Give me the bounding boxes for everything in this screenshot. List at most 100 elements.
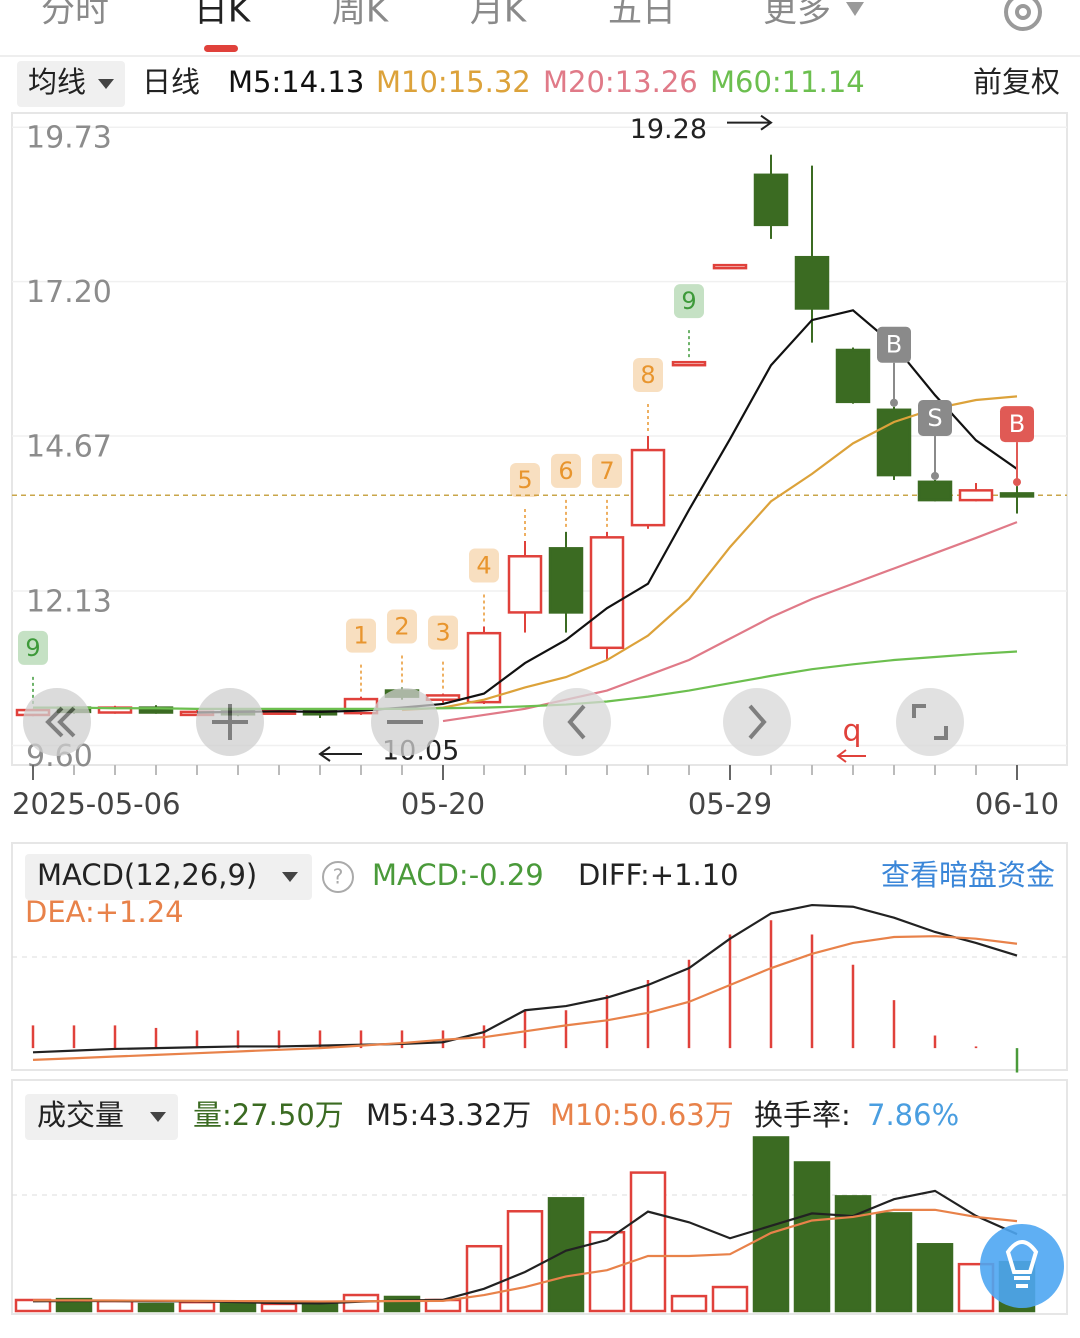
volume-bar — [137, 1302, 175, 1313]
macd-line — [32, 935, 1018, 1062]
signal-label: B — [886, 331, 902, 359]
volume-bar — [178, 1300, 216, 1313]
dark-pool-link[interactable]: 查看暗盘资金 — [881, 858, 1055, 892]
td-badge — [428, 615, 458, 650]
tab[interactable]: 分时 — [41, 0, 109, 31]
volume-bar — [875, 1212, 913, 1313]
candle-body — [917, 480, 953, 502]
assistant-button[interactable] — [980, 1224, 1064, 1308]
diff-readout: DIFF:+1.10 — [578, 858, 739, 892]
volume-bar — [219, 1302, 257, 1313]
signal-badge — [918, 399, 952, 436]
td-label: 9 — [25, 634, 40, 662]
ma-line — [401, 395, 1018, 712]
td-badge — [674, 284, 704, 319]
settings-icon[interactable] — [1004, 0, 1042, 31]
volume-bar — [711, 1285, 749, 1313]
td-badge — [633, 358, 663, 393]
td-label: 6 — [558, 457, 573, 485]
high-arrow — [727, 114, 773, 131]
fullscreen-button[interactable] — [896, 688, 964, 756]
help-icon-mark: ? — [333, 865, 344, 889]
icon — [912, 704, 948, 740]
tab[interactable]: 更多 — [763, 0, 831, 31]
td-badge — [510, 463, 540, 498]
signal-label: B — [1009, 410, 1025, 438]
volume-bar — [916, 1243, 954, 1313]
scroll-right-button[interactable] — [723, 688, 791, 756]
candle-body — [630, 448, 666, 527]
ma-legend: M10:15.32 — [376, 65, 531, 99]
dropdown-icon — [846, 2, 864, 16]
dropdown-icon — [282, 872, 298, 882]
scroll-left-button[interactable] — [543, 688, 611, 756]
td-badge — [551, 453, 581, 488]
ma-selector[interactable] — [17, 61, 125, 107]
macd-title: MACD(12,26,9) — [37, 858, 257, 892]
x-tick-label: 05-20 — [401, 787, 485, 821]
candle-body — [958, 489, 994, 502]
td-label: 1 — [353, 622, 368, 650]
turnover-label: 换手率: — [754, 1098, 851, 1132]
scroll-start-button[interactable] — [23, 688, 91, 756]
candle-body — [425, 694, 461, 701]
td-badge — [469, 548, 499, 583]
candle-body — [876, 408, 912, 477]
td-label: 5 — [517, 466, 532, 494]
volume-bar — [793, 1161, 831, 1313]
chart-note: q — [842, 714, 861, 749]
x-tick-label: 06-10 — [975, 787, 1059, 821]
note-arrow — [836, 749, 866, 763]
volume-bar — [547, 1197, 585, 1313]
volume-bar — [752, 1136, 790, 1313]
td-label: 8 — [640, 361, 655, 389]
candle-body — [712, 263, 748, 270]
macd-selector[interactable] — [25, 854, 312, 900]
dropdown-icon — [150, 1112, 166, 1122]
volume-bar — [260, 1302, 298, 1313]
y-tick-label: 17.20 — [26, 275, 112, 310]
td-label: 9 — [681, 287, 696, 315]
volume-ma-line — [33, 1208, 1018, 1303]
price-panel — [11, 112, 1068, 766]
macd-header: MACD(12,26,9) ? MACD:-0.29 DIFF:+1.10 DE… — [25, 854, 1055, 929]
tab-active[interactable]: 日K — [194, 0, 252, 31]
macd-line — [32, 903, 1018, 1054]
ma-bar: 均线 日线 M5:14.13 M10:15.32 M20:13.26 M60:1… — [17, 61, 1060, 107]
volume-bar — [465, 1244, 503, 1313]
volume-bar — [670, 1294, 708, 1313]
tab[interactable]: 周K — [332, 0, 390, 31]
dropdown-icon — [98, 79, 114, 89]
tab-indicator — [204, 45, 238, 52]
low-arrow — [318, 746, 362, 762]
volume-bar — [55, 1297, 93, 1313]
ma-line — [33, 650, 1018, 710]
td-badge — [18, 630, 48, 665]
signal-badge — [877, 326, 911, 363]
signal-dot — [890, 398, 898, 407]
signal-dot — [1013, 478, 1021, 487]
tab[interactable]: 月K — [470, 0, 528, 31]
help-icon[interactable] — [322, 861, 354, 893]
dea-readout: DEA:+1.24 — [25, 895, 184, 929]
icon — [45, 706, 76, 738]
volume-ma10: M10:50.63万 — [550, 1098, 734, 1132]
ma-legend: M5:14.13 — [228, 65, 364, 99]
td-label: 2 — [394, 612, 409, 640]
candle-body — [999, 492, 1035, 498]
volume-selector[interactable] — [25, 1094, 178, 1140]
volume-ma5: M5:43.32万 — [366, 1098, 531, 1132]
volume-bar — [96, 1299, 134, 1313]
candle-body — [507, 555, 543, 614]
tab[interactable]: 五日 — [608, 0, 676, 31]
macd-readout: MACD:-0.29 — [372, 858, 544, 892]
td-label: 4 — [476, 551, 491, 579]
x-tick-label: 05-29 — [688, 787, 772, 821]
assistant-circle[interactable] — [980, 1224, 1064, 1308]
adjust-label[interactable]: 前复权 — [973, 65, 1060, 99]
candle-body — [835, 348, 871, 404]
candle-body — [794, 255, 830, 310]
volume-header: 成交量 量:27.50万 M5:43.32万 M10:50.63万 换手率: 7… — [25, 1094, 959, 1140]
